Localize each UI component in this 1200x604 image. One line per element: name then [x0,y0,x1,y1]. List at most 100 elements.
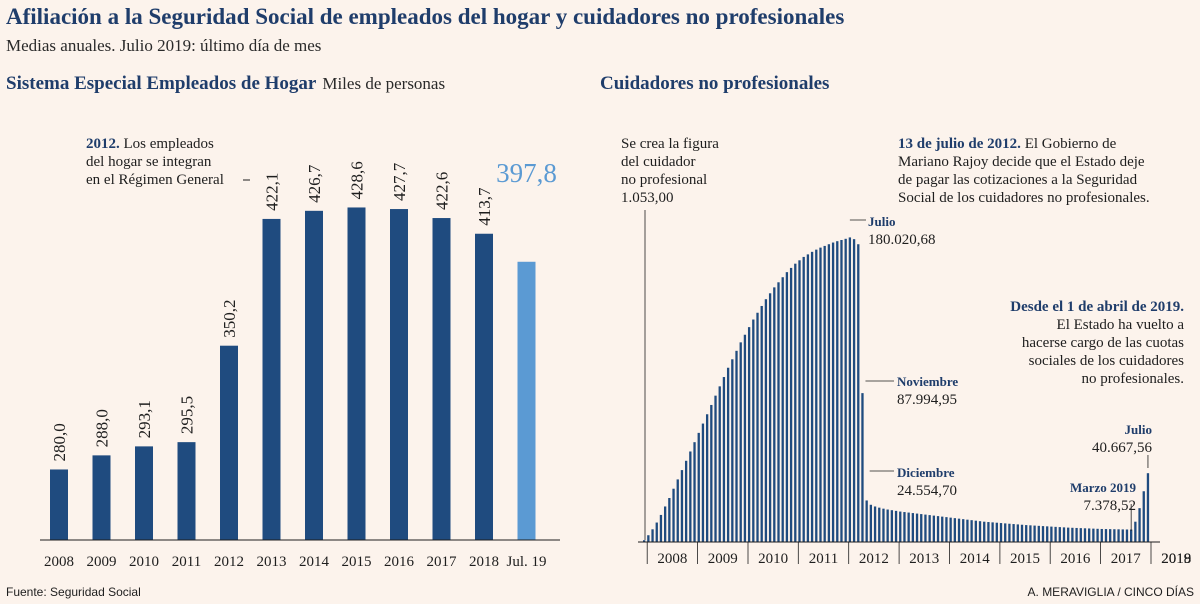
right-section-title: Cuidadores no profesionales [600,73,830,94]
month-bar [1062,527,1066,542]
month-bar [1033,525,1036,542]
month-bar [869,504,873,542]
month-bar [810,251,814,542]
month-bar [878,507,881,542]
note-2012-bold: 2012. [86,136,120,152]
month-bar [647,535,650,542]
month-bar [987,522,990,542]
month-bar [911,513,914,542]
month-bar [978,521,982,542]
label-december: Diciembre 24.554,70 [897,464,957,500]
label-dec-value: 24.554,70 [897,483,957,499]
month-bar [827,244,831,543]
month-bar [949,517,952,542]
bar-2010 [135,446,153,540]
label-peak-month: Julio [868,214,896,229]
month-bar [928,515,931,542]
note-april-2019-bold: Desde el 1 de abril de 2019. [1010,299,1184,315]
label-nov-value: 87.994,95 [897,392,957,408]
x-tick-label: 2011 [172,554,201,570]
month-bar [823,245,826,543]
x-tick-label: 2012 [859,551,889,567]
month-bar [1138,508,1141,542]
month-bar [794,263,797,542]
month-bar [718,386,721,542]
x-tick-label: 2010 [129,554,159,570]
month-bar [752,319,755,542]
month-bar [890,510,894,542]
month-bar [684,460,688,542]
bar-2008 [50,469,68,540]
bar-2011 [177,442,196,540]
month-bar [1092,528,1095,542]
value-label-2012: 350,2 [220,299,239,337]
month-bar [1004,523,1007,542]
month-bar [852,239,856,542]
month-bar [643,540,646,542]
month-bar [1088,528,1091,542]
left-section-unit: Miles de personas [322,74,446,93]
month-bar [819,247,822,543]
month-bar [966,519,969,542]
label-march-2019: Marzo 2019 7.378,52 [1070,479,1136,515]
note-july-2012-line: Social de los cuidadores no profesionale… [898,190,1150,206]
month-bar [802,256,805,542]
month-bar [957,518,961,542]
note-april-2019: Desde el 1 de abril de 2019. El Estado h… [1010,298,1184,388]
month-bar [924,514,927,542]
value-label-2018: 413,7 [475,187,494,226]
x-tick-label: 2016 [1060,551,1091,567]
x-tick-label: 2011 [809,551,838,567]
month-bar [1113,529,1116,542]
month-bar [1029,525,1032,542]
month-bar [1121,529,1124,542]
bar-2013 [262,218,281,540]
month-bar [701,423,705,542]
month-bar [983,521,986,542]
month-bar [836,241,839,542]
month-bar [941,516,944,542]
bar-2016 [390,209,408,540]
month-bar [785,272,789,542]
month-bar [962,519,965,542]
x-tick-label: 2018 [469,554,499,570]
value-label-Jul. 19: 397,8 [496,158,557,188]
bar-2009 [92,455,111,540]
month-bar [848,237,852,543]
month-bar [840,240,843,542]
label-mar2019-value: 7.378,52 [1083,498,1137,514]
label-july-2019: Julio 40.667,56 [1092,421,1152,457]
note-april-2019-line: sociales de los cuidadores [1028,353,1184,369]
label-nov-month: Noviembre [897,374,959,389]
month-bar [781,277,784,542]
x-tick-label: 2016 [384,554,415,570]
x-tick-label: 2009 [708,551,738,567]
label-november: Noviembre 87.994,95 [897,373,958,409]
note-april-2019-line: El Estado ha vuelto a [1056,317,1184,333]
month-bar [995,522,998,542]
month-bar [936,516,940,542]
label-jul2019-month: Julio [1124,422,1152,437]
month-bar [1020,524,1024,542]
month-bar [710,404,713,542]
month-bar [1050,526,1053,542]
value-label-2017: 422,6 [433,172,452,210]
month-bar [676,479,679,542]
x-tick-label: 2013 [257,554,287,570]
month-bar [722,377,726,542]
value-label-2011: 295,5 [178,396,197,434]
month-bar [1008,523,1011,542]
note-start-line: del cuidador [621,154,696,170]
month-bar [861,393,864,542]
x-tick-label: 2013 [909,551,939,567]
month-bar [873,506,877,542]
left-section-title: Sistema Especial Empleados de Hogar [6,73,317,94]
month-bar [764,299,768,542]
value-label-2013: 422,1 [263,173,282,211]
note-2012: 2012. Los empleados del hogar se integra… [86,135,224,189]
value-label-2014: 426,7 [305,164,324,203]
note-april-2019-line: hacerse cargo de las cuotas [1021,335,1184,351]
month-bar [1104,529,1108,542]
month-bar [1109,529,1112,542]
bar-2018 [475,233,493,540]
